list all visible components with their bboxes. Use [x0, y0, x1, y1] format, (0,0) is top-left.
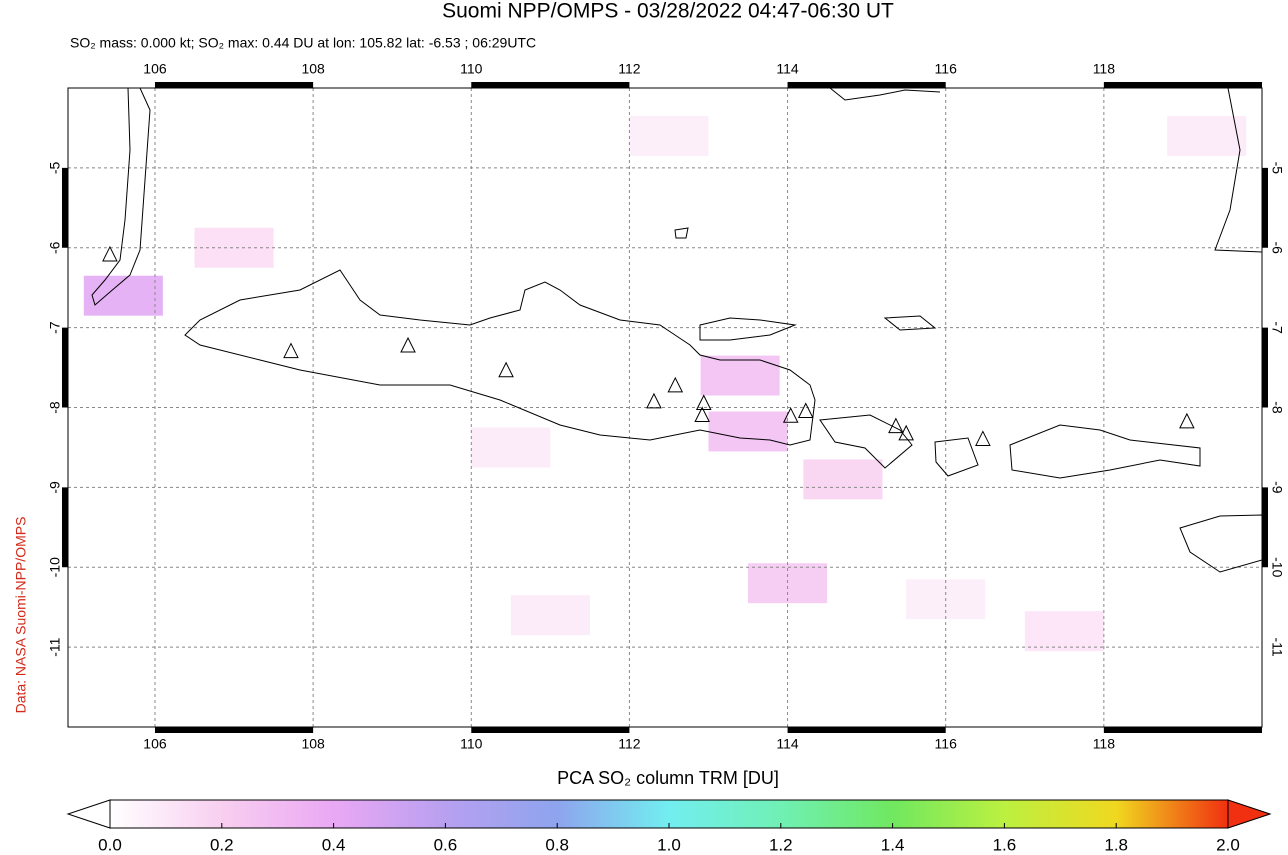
so2-cell [471, 427, 551, 468]
y-tick-label: -5 [1269, 162, 1285, 175]
x-tick-label: 110 [460, 61, 483, 77]
so2-cell [708, 411, 788, 452]
colorbar-over [1227, 799, 1272, 829]
volcano [695, 394, 712, 411]
coastline [1214, 88, 1262, 253]
y-tick-label: -8 [47, 401, 63, 414]
so2-cell [629, 115, 709, 156]
colorbar-tick-label: 0.2 [210, 835, 234, 854]
colorbar-tick-label: 0.8 [545, 835, 569, 854]
y-tick-label: -9 [1269, 481, 1285, 494]
x-tick-label: 108 [301, 61, 325, 77]
colorbar-tick-label: 0.6 [434, 835, 458, 854]
frame-segment [787, 727, 946, 733]
y-tick-label: -10 [47, 557, 63, 577]
colorbar-tick-label: 0.0 [98, 835, 122, 854]
volcano [975, 430, 991, 446]
colorbar-tick-label: 1.0 [657, 835, 681, 854]
x-tick-label: 116 [935, 736, 958, 752]
frame-segment [787, 82, 946, 88]
colorbar-under [66, 799, 111, 829]
frame-segment [62, 327, 68, 408]
frame-segment [1262, 487, 1268, 568]
y-tick-label: -7 [47, 321, 63, 334]
so2-cell [83, 275, 163, 316]
y-tick-label: -8 [1269, 401, 1285, 414]
y-tick-label: -7 [1269, 321, 1285, 334]
volcano [102, 245, 118, 262]
y-tick-label: -6 [1269, 242, 1285, 255]
so2-cell [510, 595, 590, 636]
frame-segment [62, 487, 68, 568]
frame-segment [154, 82, 314, 88]
source-label: Data: NASA Suomi-NPP/OMPS [13, 517, 29, 714]
colorbar-tick-label: 1.8 [1104, 835, 1128, 854]
volcano [498, 361, 514, 378]
volcano [797, 402, 814, 418]
x-tick-label: 114 [776, 736, 799, 752]
y-tick-label: -11 [1269, 638, 1285, 657]
frame-segment [1262, 167, 1268, 248]
coastline [829, 88, 941, 101]
x-tick-label: 106 [143, 61, 167, 77]
frame-segment [1103, 727, 1262, 733]
coastline [91, 88, 151, 306]
coastline [1179, 514, 1262, 573]
x-tick-label: 116 [935, 61, 958, 77]
grid [68, 88, 1262, 727]
colorbar-tick-label: 0.4 [322, 835, 346, 854]
x-tick-label: 114 [776, 61, 799, 77]
y-tick-label: -9 [47, 481, 63, 494]
colorbar-tick-label: 1.4 [881, 835, 905, 854]
volcano [667, 376, 684, 393]
volcano [400, 336, 416, 353]
subtitle: SO₂ mass: 0.000 kt; SO₂ max: 0.44 DU at … [70, 35, 536, 51]
coastline [184, 269, 816, 446]
volcano [782, 407, 799, 423]
colorbar-tick-label: 1.6 [993, 835, 1017, 854]
x-tick-label: 108 [301, 736, 325, 752]
volcano [888, 417, 904, 434]
frame-border [62, 82, 1268, 733]
x-tick-label: 112 [618, 736, 641, 752]
volcanoes [102, 245, 1195, 446]
frame-segment [1262, 327, 1268, 408]
coastline [934, 437, 979, 477]
x-tick-label: 110 [460, 736, 483, 752]
so2-cell [803, 459, 883, 500]
coastline [674, 227, 937, 331]
y-tick-label: -10 [1269, 557, 1285, 577]
coastline [1009, 424, 1201, 479]
coastline [819, 414, 913, 469]
colorbar: 0.0 0.2 0.4 0.6 0.8 1.0 1.2 1.4 1.6 1.8 2.0 [66, 799, 1272, 854]
chart-title: Suomi NPP/OMPS - 03/28/2022 04:47-06:30 … [442, 0, 894, 23]
volcano [1179, 412, 1195, 429]
frame-segment [1103, 82, 1262, 88]
coastline [699, 317, 797, 341]
x-tick-label: 118 [1093, 736, 1116, 752]
so2-cells [83, 115, 1247, 652]
colorbar-tick-label: 1.2 [769, 835, 793, 854]
coastlines [91, 88, 1262, 573]
volcano [283, 342, 299, 359]
frame-segment [471, 727, 630, 733]
frame-segment [154, 727, 314, 733]
y-tick-label: -5 [47, 161, 63, 174]
frame-segment [62, 167, 68, 248]
so2-cell [1167, 115, 1247, 156]
x-tick-label: 112 [618, 61, 641, 77]
colorbar-label: PCA SO₂ column TRM [DU] [557, 768, 779, 788]
x-tick-label: 118 [1093, 61, 1116, 77]
x-tick-label: 106 [143, 736, 167, 752]
volcano [646, 392, 662, 409]
colorbar-tick-label: 2.0 [1216, 835, 1240, 854]
so2-cell [700, 355, 780, 396]
so2-cell [1024, 611, 1104, 652]
y-tick-label: -6 [47, 241, 63, 254]
volcano [898, 424, 914, 441]
y-tick-label: -11 [47, 637, 63, 656]
frame-segment [471, 82, 630, 88]
volcano [694, 406, 710, 422]
